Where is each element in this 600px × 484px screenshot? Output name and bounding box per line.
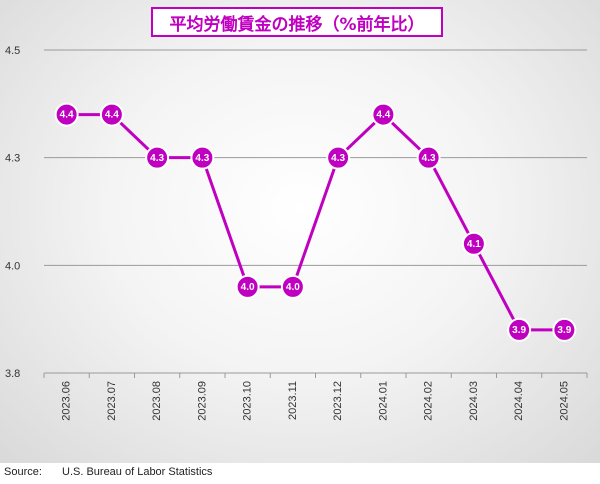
x-tick-label: 2023.11 [287,381,299,420]
data-label: 4.3 [195,153,209,164]
x-tick-label: 2024.02 [423,381,435,421]
data-point [99,102,124,127]
x-tick-label: 2024.04 [513,381,525,421]
data-label: 4.4 [105,110,119,121]
y-tick-label: 4.0 [5,260,20,272]
x-tick-label: 2024.01 [377,381,389,421]
data-label: 4.4 [60,110,74,121]
source-note: Source: U.S. Bureau of Labor Statistics [4,466,212,478]
data-point [326,145,351,170]
data-label: 4.0 [241,282,255,293]
data-label: 4.3 [422,153,436,164]
data-label: 3.9 [557,325,571,336]
series-line [66,113,565,332]
x-tick-label: 2023.12 [332,381,344,421]
data-label: 4.1 [467,239,481,250]
chart-title: 平均労働賃金の推移（%前年比） [151,7,443,37]
chart-area: 2023.06 2023.07 2023.08 2023.09 2023.10 2023.… [0,0,600,463]
data-point [552,317,577,342]
x-tick-label: 2023.06 [61,381,73,421]
data-point [190,145,215,170]
y-tick-label: 3.8 [5,368,20,380]
data-point [507,317,532,342]
data-point [416,145,441,170]
x-tick-label: 2023.08 [151,381,163,421]
data-point [235,274,260,299]
data-point [461,231,486,256]
y-tick-label: 4.5 [5,45,20,57]
line-chart: 2023.06 2023.07 2023.08 2023.09 2023.10 2023.… [5,45,588,421]
x-tick-label: 2024.05 [558,381,570,421]
source-text: U.S. Bureau of Labor Statistics [62,466,213,478]
data-point [54,102,79,127]
x-tick-label: 2023.10 [242,381,254,421]
x-tick-label: 2023.09 [196,381,208,421]
x-tick-label: 2023.07 [106,381,118,421]
data-point [371,102,396,127]
data-label: 4.4 [376,110,390,121]
data-point [145,145,170,170]
data-label: 4.0 [286,282,300,293]
data-point [280,274,305,299]
source-label: Source: [4,466,42,478]
data-label: 3.9 [512,325,526,336]
x-tick-label: 2024.03 [468,381,480,421]
data-label: 4.3 [150,153,164,164]
data-label: 4.3 [331,153,345,164]
y-tick-label: 4.3 [5,153,20,165]
